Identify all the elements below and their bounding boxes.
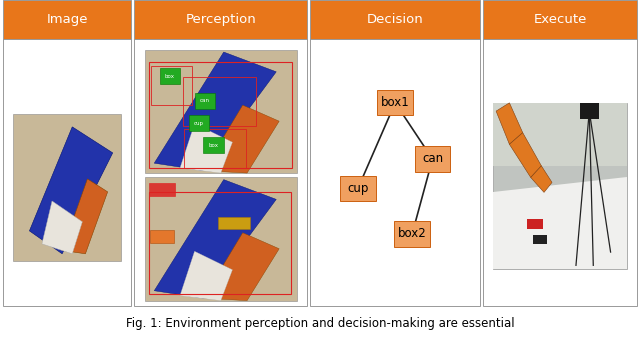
Text: cup: cup	[194, 120, 204, 126]
Bar	[483, 0, 637, 39]
Bar	[145, 50, 297, 173]
Text: box: box	[164, 74, 175, 79]
Text: Image: Image	[47, 13, 88, 26]
Polygon shape	[509, 133, 541, 177]
Bar	[310, 39, 480, 306]
Text: box: box	[209, 143, 218, 148]
Bar	[134, 39, 307, 306]
Bar	[310, 0, 480, 39]
Text: can: can	[200, 98, 210, 103]
Bar	[134, 0, 307, 39]
Bar	[378, 90, 413, 116]
Bar	[394, 221, 430, 247]
Bar	[340, 176, 376, 201]
Polygon shape	[180, 251, 232, 301]
Bar	[580, 103, 598, 119]
Polygon shape	[493, 177, 627, 269]
Polygon shape	[42, 201, 83, 254]
Bar	[149, 183, 175, 196]
Bar	[184, 129, 246, 168]
Bar	[483, 39, 637, 306]
Bar	[159, 68, 180, 84]
Polygon shape	[204, 233, 279, 301]
Bar	[527, 219, 543, 229]
Bar	[189, 115, 209, 131]
Polygon shape	[204, 105, 279, 173]
Text: can: can	[422, 153, 443, 166]
Bar	[150, 230, 173, 242]
Text: Decision: Decision	[367, 13, 424, 26]
Bar	[195, 93, 215, 109]
Bar	[151, 66, 191, 105]
Text: Execute: Execute	[533, 13, 587, 26]
Text: box2: box2	[398, 227, 426, 240]
Bar	[218, 217, 250, 229]
Polygon shape	[62, 179, 108, 254]
Bar	[149, 192, 291, 294]
Text: Fig. 1: Environment perception and decision-making are essential: Fig. 1: Environment perception and decis…	[125, 317, 515, 330]
Bar	[493, 103, 627, 269]
Bar	[145, 177, 297, 301]
Text: cup: cup	[348, 182, 369, 195]
Bar	[13, 114, 121, 261]
Text: Perception: Perception	[186, 13, 256, 26]
Bar	[533, 236, 547, 244]
Polygon shape	[29, 127, 113, 254]
Polygon shape	[154, 52, 276, 171]
Polygon shape	[531, 166, 552, 192]
Polygon shape	[496, 103, 523, 144]
Bar	[3, 0, 131, 39]
Bar	[415, 146, 451, 172]
Polygon shape	[180, 124, 232, 173]
Polygon shape	[154, 180, 276, 298]
Bar	[493, 103, 627, 166]
Bar	[3, 39, 131, 306]
Text: box1: box1	[381, 96, 410, 109]
Bar	[204, 137, 224, 153]
Bar	[149, 62, 292, 168]
Bar	[183, 77, 256, 126]
